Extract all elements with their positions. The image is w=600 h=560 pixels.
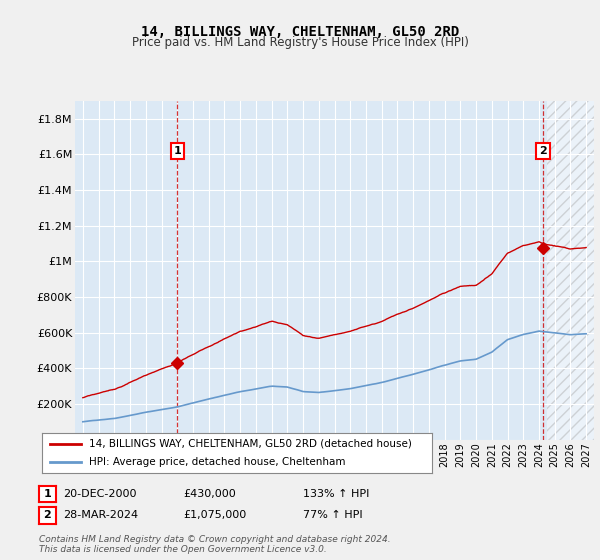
Text: 14, BILLINGS WAY, CHELTENHAM, GL50 2RD: 14, BILLINGS WAY, CHELTENHAM, GL50 2RD [141,25,459,39]
Text: £1,075,000: £1,075,000 [183,510,246,520]
Text: 2: 2 [539,146,547,156]
Text: Contains HM Land Registry data © Crown copyright and database right 2024.
This d: Contains HM Land Registry data © Crown c… [39,535,391,554]
Text: 20-DEC-2000: 20-DEC-2000 [63,489,137,499]
Text: 1: 1 [44,489,51,499]
Text: 133% ↑ HPI: 133% ↑ HPI [303,489,370,499]
Text: 2: 2 [44,510,51,520]
Text: 77% ↑ HPI: 77% ↑ HPI [303,510,362,520]
Text: £430,000: £430,000 [183,489,236,499]
Text: 28-MAR-2024: 28-MAR-2024 [63,510,138,520]
Bar [547,101,600,440]
Text: HPI: Average price, detached house, Cheltenham: HPI: Average price, detached house, Chel… [89,458,346,467]
Text: 1: 1 [173,146,181,156]
Text: 14, BILLINGS WAY, CHELTENHAM, GL50 2RD (detached house): 14, BILLINGS WAY, CHELTENHAM, GL50 2RD (… [89,439,412,449]
Text: Price paid vs. HM Land Registry's House Price Index (HPI): Price paid vs. HM Land Registry's House … [131,36,469,49]
